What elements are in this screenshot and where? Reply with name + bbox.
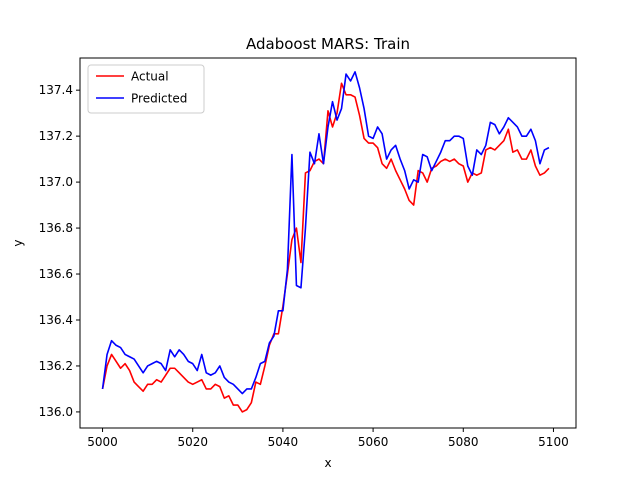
legend: Actual Predicted [87,64,205,114]
y-tick-label: 136.0 [39,405,73,419]
legend-box [87,64,205,114]
y-tick-label: 136.6 [39,267,73,281]
x-tick-label: 5020 [177,435,208,449]
chart-title: Adaboost MARS: Train [246,35,410,53]
x-tick-label: 5080 [448,435,479,449]
y-axis: 136.0 136.2 136.4 136.6 136.8 137.0 137.2 137.4 [39,83,80,419]
y-tick-label: 136.8 [39,221,73,235]
series-line-predicted [101,70,550,395]
x-axis-label: x [324,456,331,470]
y-tick-label: 136.4 [39,313,73,327]
x-tick-label: 5040 [268,435,299,449]
y-tick-label: 137.2 [39,129,73,143]
y-tick-label: 136.2 [39,359,73,373]
series-line-actual [101,82,550,413]
y-tick-label: 137.4 [39,83,73,97]
y-axis-label: y [11,239,25,246]
x-axis: 5000 5020 5040 5060 5080 5100 [87,428,569,449]
y-tick-label: 137.0 [39,175,73,189]
x-tick-label: 5100 [538,435,569,449]
x-tick-label: 5060 [358,435,389,449]
legend-label-actual: Actual [131,70,169,84]
legend-label-predicted: Predicted [131,92,187,106]
plot-frame [79,57,577,429]
series-lines [101,70,550,413]
x-tick-label: 5000 [87,435,118,449]
